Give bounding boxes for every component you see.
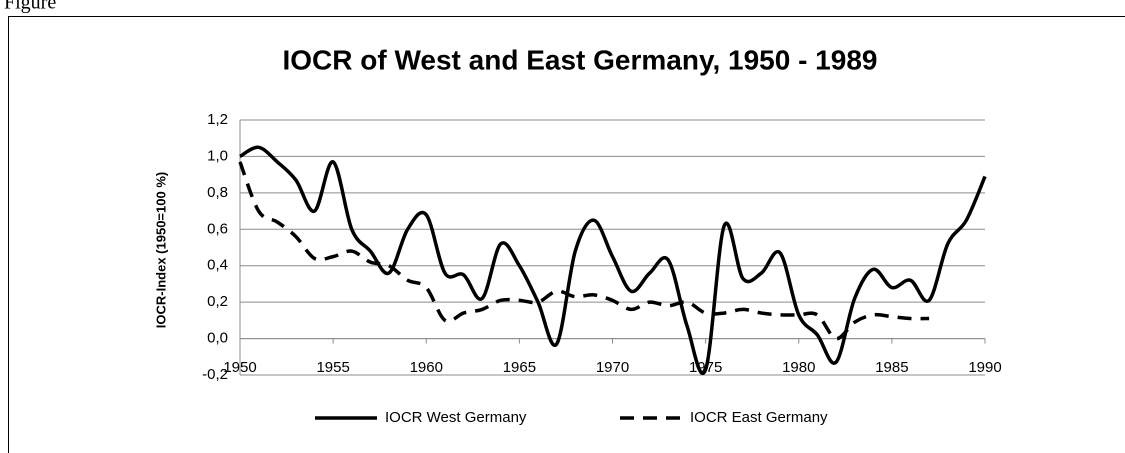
y-tick-label: 0,2	[207, 293, 228, 310]
caption: Figure	[4, 0, 56, 14]
x-tick-label: 1950	[223, 359, 256, 376]
chart-frame	[8, 16, 1125, 453]
x-tick-label: 1960	[410, 359, 443, 376]
y-tick-label: 0,8	[207, 184, 228, 201]
y-tick-label: 0,6	[207, 220, 228, 237]
x-tick-label: 1965	[503, 359, 536, 376]
x-tick-label: 1990	[968, 359, 1001, 376]
legend-label: IOCR West Germany	[385, 409, 527, 426]
y-tick-label: -0,2	[202, 366, 228, 383]
y-tick-label: 1,2	[207, 111, 228, 128]
series-line	[239, 145, 987, 375]
y-tick-label: 0,4	[207, 257, 228, 274]
y-tick-label: 0,0	[207, 330, 228, 347]
x-tick-label: 1955	[316, 359, 349, 376]
y-tick-label: 1,0	[207, 147, 228, 164]
y-axis-label: IOCR-Index (1950=100 %)	[153, 172, 168, 328]
chart-title: IOCR of West and East Germany, 1950 - 19…	[283, 44, 878, 75]
legend-label: IOCR East Germany	[690, 409, 828, 426]
series-line	[238, 161, 930, 341]
x-tick-label: 1980	[782, 359, 815, 376]
x-tick-label: 1970	[596, 359, 629, 376]
x-tick-label: 1985	[875, 359, 908, 376]
